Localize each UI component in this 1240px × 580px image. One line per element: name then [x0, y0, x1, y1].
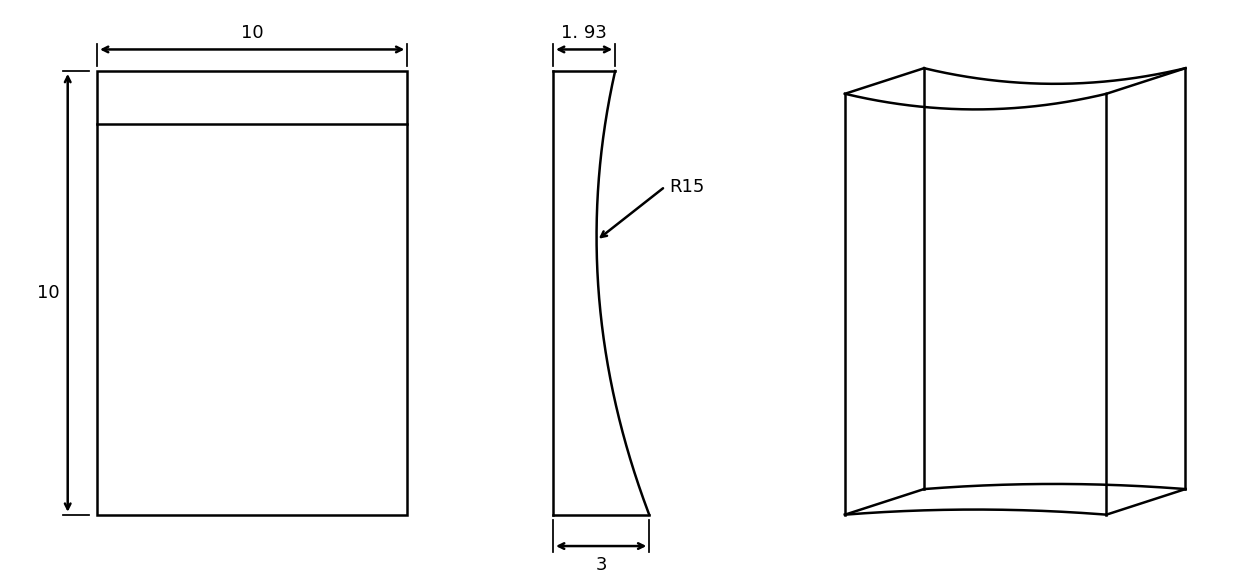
Text: 1. 93: 1. 93: [562, 24, 608, 42]
Text: R15: R15: [670, 177, 704, 195]
Text: 3: 3: [595, 556, 606, 574]
Bar: [97, 71, 407, 514]
Text: 10: 10: [37, 284, 60, 302]
Text: 10: 10: [241, 24, 263, 42]
